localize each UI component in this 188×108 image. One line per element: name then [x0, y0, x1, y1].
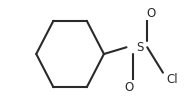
Text: Cl: Cl — [167, 73, 178, 86]
Text: O: O — [125, 81, 134, 94]
Text: O: O — [146, 7, 155, 20]
Text: S: S — [136, 41, 144, 54]
